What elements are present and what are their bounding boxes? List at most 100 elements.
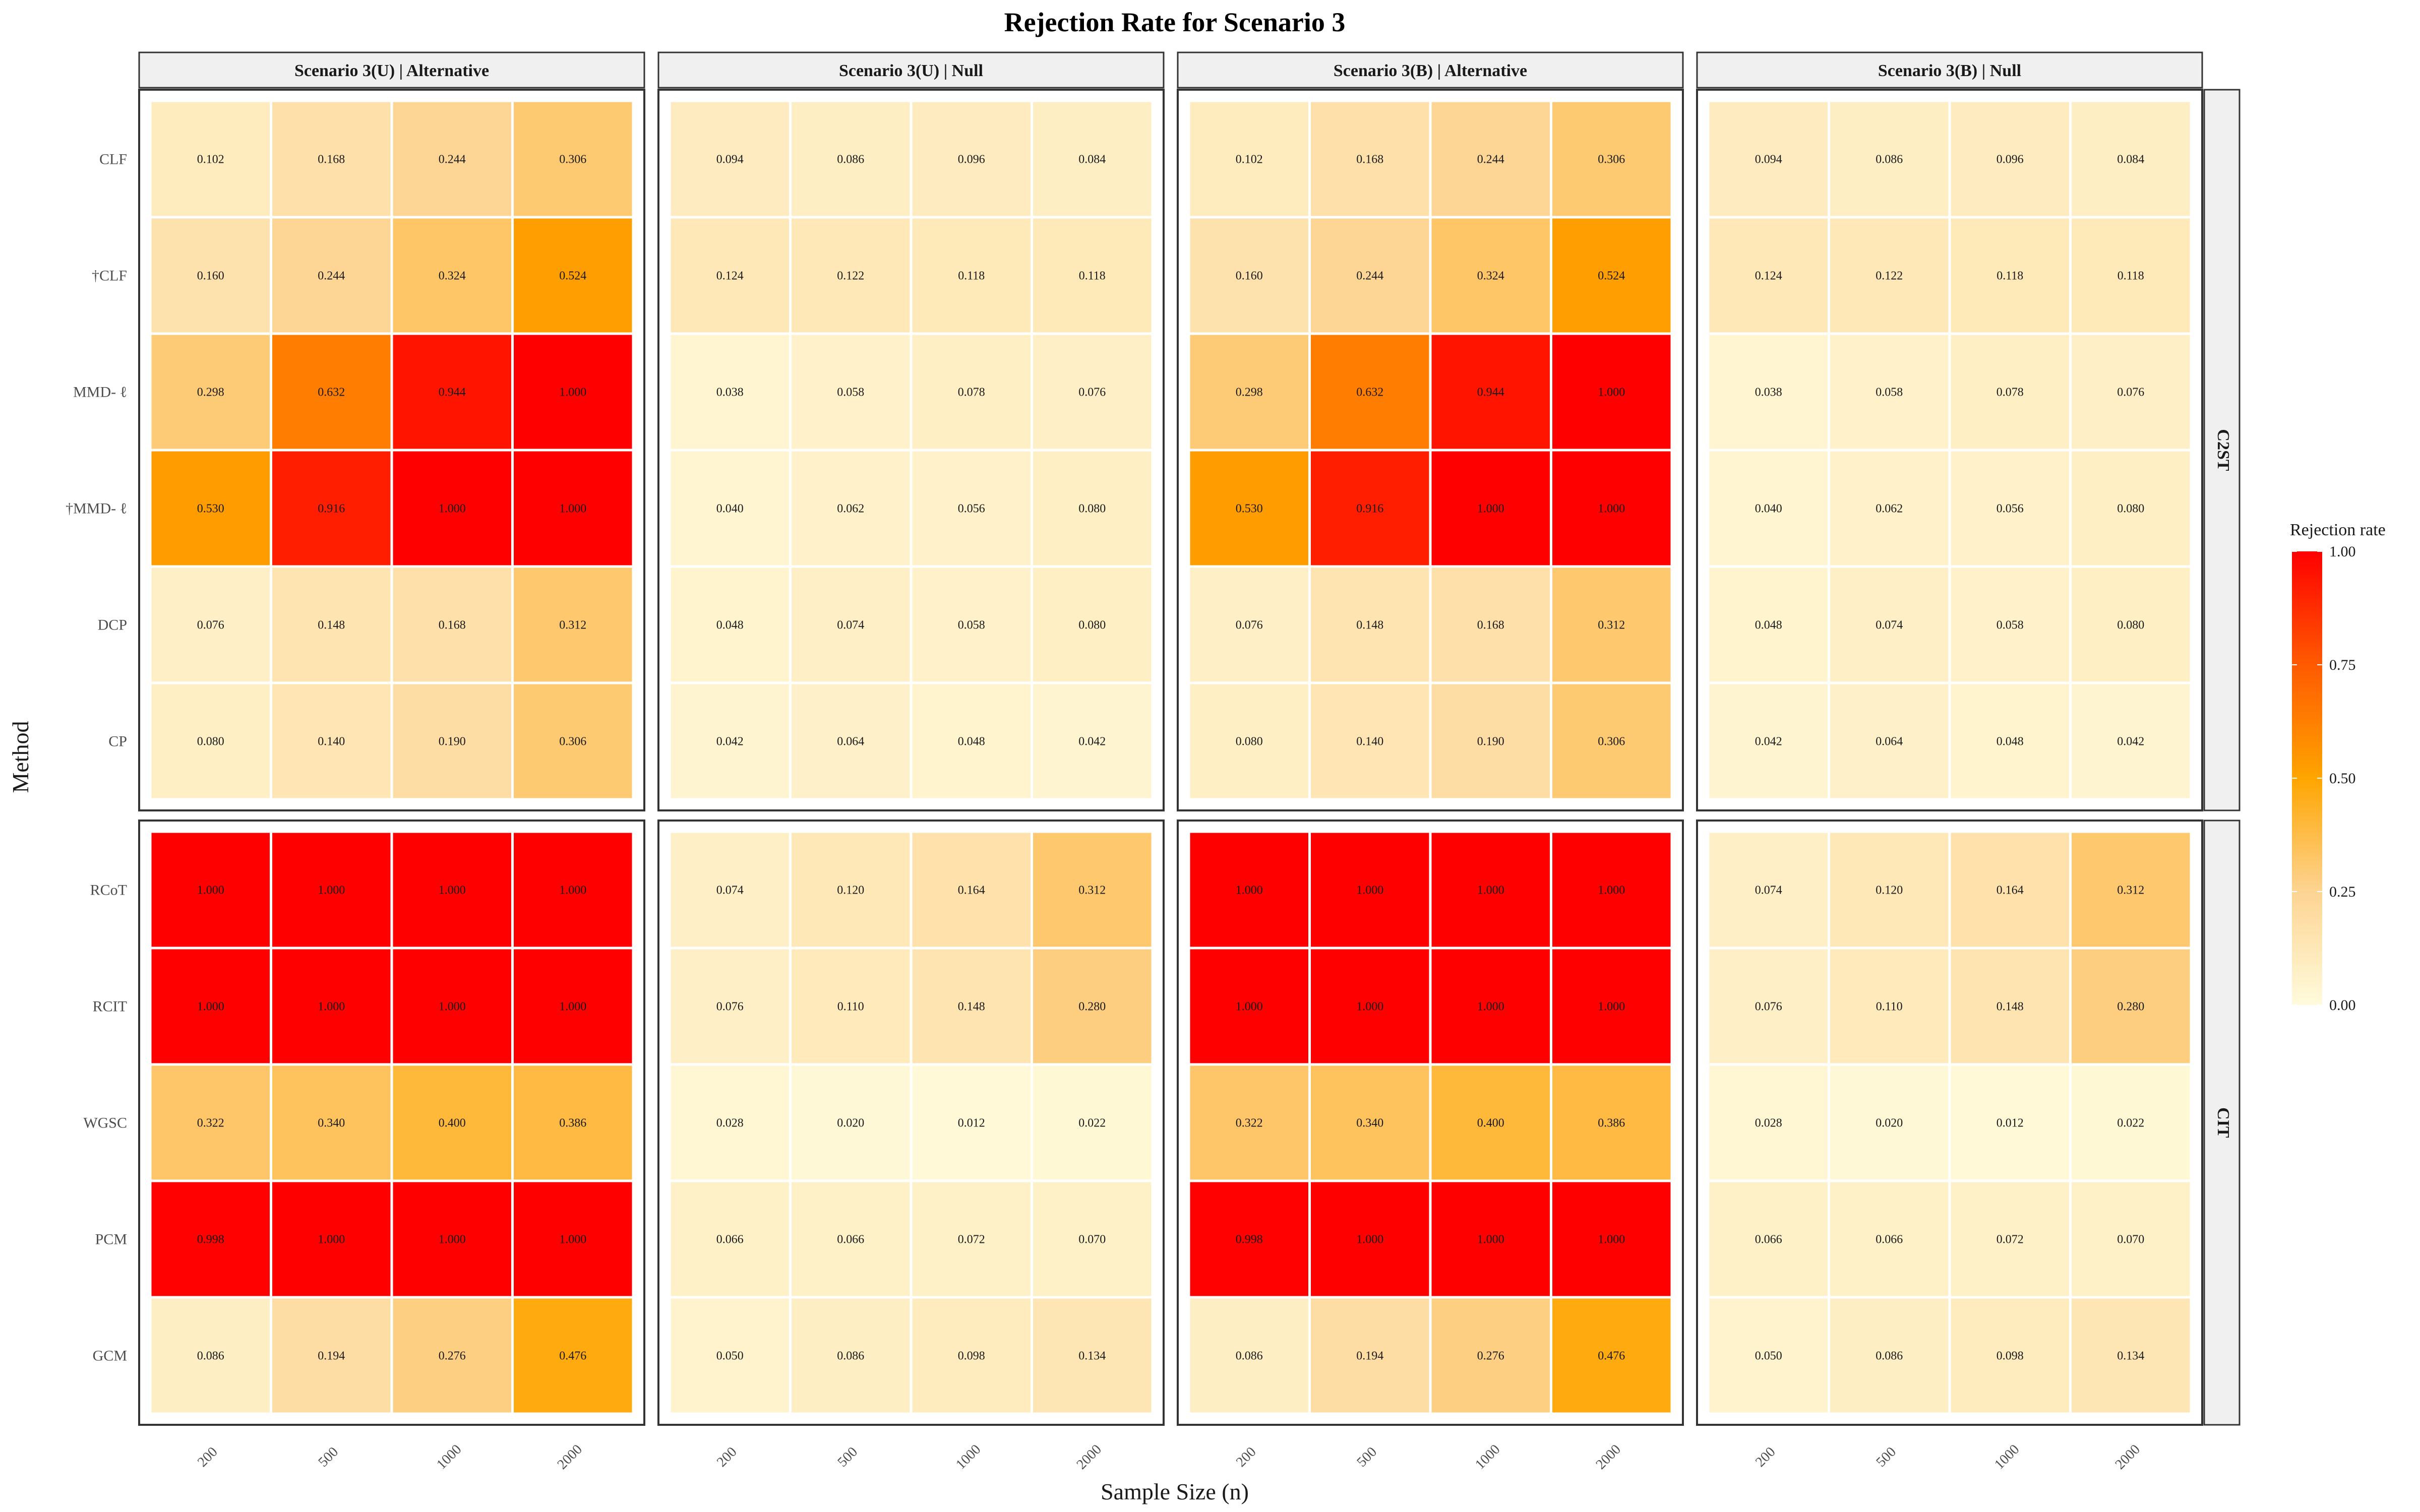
heatmap-cell (668, 1296, 792, 1415)
cell-value-label: 1.000 (1598, 884, 1625, 897)
cell-value-label: 0.086 (197, 1350, 224, 1363)
heatmap-cell (511, 449, 635, 568)
heatmap-cell (270, 216, 393, 335)
heatmap-cell (1429, 565, 1552, 684)
heatmap-cell (1031, 1296, 1154, 1415)
heatmap-cell (789, 1063, 913, 1182)
cell-value-label: 0.086 (837, 1350, 864, 1363)
heatmap-cell (1187, 99, 1311, 219)
heatmap-cell (910, 1063, 1033, 1182)
cell-value-label: 0.322 (1236, 1117, 1263, 1130)
cell-value-label: 1.000 (1477, 502, 1504, 516)
cell-value-label: 0.118 (2118, 270, 2144, 283)
heatmap-cell (511, 681, 635, 801)
cell-value-label: 0.118 (958, 270, 985, 283)
heatmap-cell (1707, 947, 1830, 1066)
cell-value-label: 0.280 (2117, 1000, 2144, 1014)
cell-value-label: 0.078 (958, 386, 985, 399)
x-tick-label: 200 (195, 1444, 221, 1470)
y-tick-label: RCoT (90, 882, 127, 899)
chart-title: Rejection Rate for Scenario 3 (1004, 7, 1346, 37)
heatmap-cell (1429, 1296, 1552, 1415)
heatmap-cell (149, 681, 272, 801)
heatmap-cell (390, 449, 514, 568)
heatmap-cell (2069, 947, 2193, 1066)
heatmap-cell (1828, 830, 1951, 950)
cell-value-label: 0.476 (559, 1350, 586, 1363)
y-tick-label: MMD- ℓ (73, 384, 127, 401)
heatmap-cell (149, 947, 272, 1066)
heatmap-cell (1550, 1063, 1673, 1182)
heatmap-cell (789, 449, 913, 568)
cell-value-label: 1.000 (559, 386, 586, 399)
cell-value-label: 0.340 (1356, 1117, 1383, 1130)
cell-value-label: 0.298 (1236, 386, 1263, 399)
heatmap-cell (789, 565, 913, 684)
x-tick-label: 1000 (953, 1441, 984, 1473)
heatmap-cell (1948, 830, 2072, 950)
heatmap-cell (511, 332, 635, 452)
cell-value-label: 0.066 (716, 1233, 744, 1246)
cell-value-label: 0.084 (1078, 153, 1106, 166)
column-strip-label: Scenario 3(U) | Alternative (294, 61, 489, 80)
cell-value-label: 1.000 (1477, 1233, 1504, 1246)
panel-frame (1696, 820, 2203, 1426)
heatmap-cell (910, 99, 1033, 219)
cell-value-label: 0.056 (958, 502, 985, 516)
panel-frame (1177, 820, 1684, 1426)
cell-value-label: 1.000 (197, 1000, 224, 1014)
cell-value-label: 0.244 (318, 270, 345, 283)
heatmap-cell (1429, 1063, 1552, 1182)
heatmap-cell (1031, 449, 1154, 568)
cell-value-label: 1.000 (1598, 502, 1625, 516)
row-strip (2203, 89, 2241, 811)
cell-value-label: 0.040 (1755, 502, 1782, 516)
cell-value-label: 0.042 (1078, 735, 1106, 748)
cell-value-label: 0.306 (559, 735, 586, 748)
cell-value-label: 0.066 (837, 1233, 864, 1246)
heatmap-cell (1828, 565, 1951, 684)
cell-value-label: 0.042 (716, 735, 744, 748)
heatmap-cell (270, 1063, 393, 1182)
x-tick-label: 1000 (1991, 1441, 2023, 1473)
cell-value-label: 0.058 (958, 619, 985, 632)
heatmap-cell (1550, 99, 1673, 219)
heatmap-cell (511, 830, 635, 950)
cell-value-label: 0.168 (318, 153, 345, 166)
cell-value-label: 0.324 (439, 270, 466, 283)
cell-value-label: 0.530 (197, 502, 224, 516)
heatmap-cell (1550, 1296, 1673, 1415)
heatmap-cell (2069, 1179, 2193, 1299)
cell-value-label: 0.124 (1755, 270, 1782, 283)
cell-value-label: 0.074 (837, 619, 864, 632)
heatmap-cell (1948, 1296, 2072, 1415)
cell-value-label: 0.042 (1755, 735, 1782, 748)
cell-value-label: 0.056 (1996, 502, 2024, 516)
cell-value-label: 0.194 (318, 1350, 345, 1363)
cell-value-label: 1.000 (1236, 1000, 1263, 1014)
cell-value-label: 0.120 (1876, 884, 1903, 897)
cell-value-label: 0.080 (2117, 619, 2144, 632)
cell-value-label: 0.118 (1079, 270, 1106, 283)
cell-value-label: 0.276 (1477, 1350, 1504, 1363)
cell-value-label: 0.076 (197, 619, 224, 632)
cell-value-label: 0.048 (1996, 735, 2024, 748)
cell-value-label: 1.000 (1598, 1233, 1625, 1246)
legend-tick-label: 0.50 (2329, 770, 2356, 787)
y-tick-label: CLF (99, 151, 127, 168)
panel-frame (1696, 89, 2203, 811)
cell-value-label: 0.168 (1356, 153, 1383, 166)
cell-value-label: 0.944 (1477, 386, 1504, 399)
cell-value-label: 0.530 (1236, 502, 1263, 516)
cell-value-label: 0.280 (1078, 1000, 1106, 1014)
cell-value-label: 0.998 (197, 1233, 224, 1246)
cell-value-label: 0.080 (1078, 619, 1106, 632)
heatmap-cell (2069, 681, 2193, 801)
heatmap-cell (270, 332, 393, 452)
cell-value-label: 0.066 (1755, 1233, 1782, 1246)
cell-value-label: 1.000 (559, 884, 586, 897)
cell-value-label: 1.000 (1598, 1000, 1625, 1014)
cell-value-label: 0.148 (1996, 1000, 2024, 1014)
cell-value-label: 0.118 (1996, 270, 2023, 283)
color-legend: Rejection rate 0.00 0.25 0.50 0.75 1.00 (2290, 521, 2386, 1014)
